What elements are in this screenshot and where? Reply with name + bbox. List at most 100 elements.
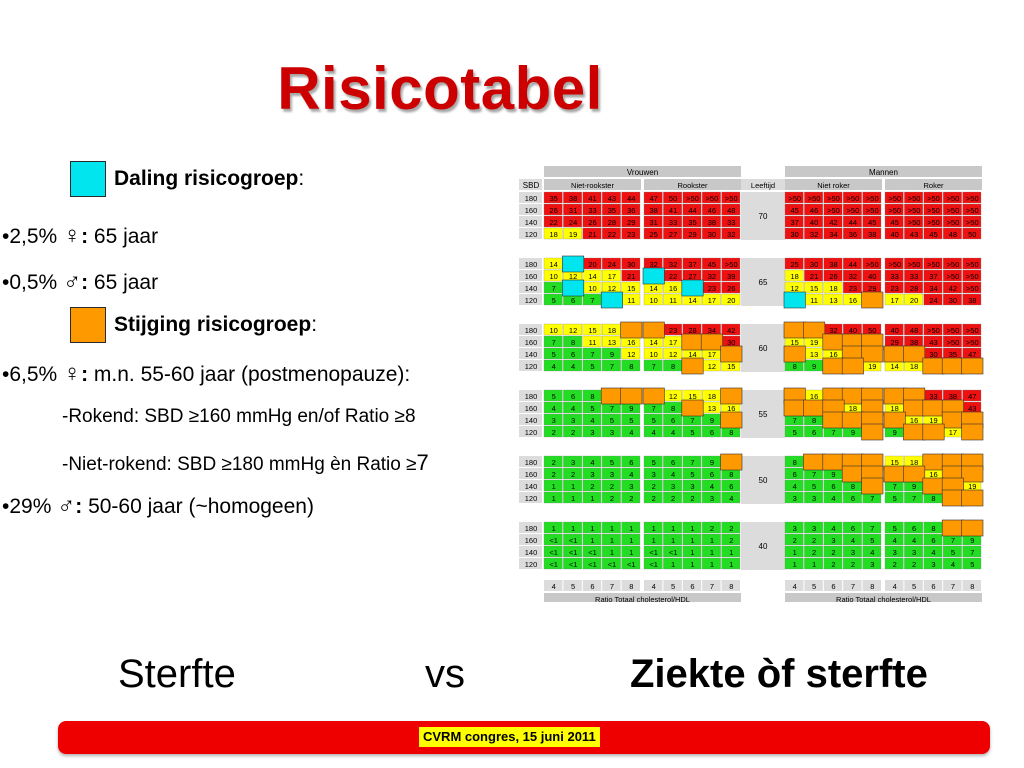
risk-cell	[702, 545, 721, 558]
risk-cell	[804, 215, 823, 228]
ratio-cell	[663, 580, 682, 591]
risk-cell	[721, 323, 741, 336]
risk-cell	[602, 479, 621, 492]
ratio-cell	[862, 580, 881, 591]
risk-cell	[721, 227, 741, 240]
age-cell	[741, 324, 785, 372]
risk-cell-value: 25	[791, 260, 799, 269]
risk-cell	[682, 533, 702, 546]
sbd-cell	[519, 402, 542, 413]
legend-increase-colon: :	[311, 313, 318, 336]
risk-cell-value: 7	[690, 416, 694, 425]
risk-cell-value: 10	[650, 296, 658, 305]
orange-marker	[720, 411, 743, 429]
risk-cell-value: 30	[949, 296, 957, 305]
risk-cell	[904, 557, 923, 570]
risk-cell-value: 1	[571, 482, 575, 491]
sbd-cell	[519, 204, 542, 215]
ratio-label: 7	[851, 582, 855, 591]
risk-cell	[923, 203, 943, 216]
female-symbol: ♀	[63, 360, 82, 387]
risk-cell-value: 1	[590, 524, 594, 533]
risk-cell-value: 14	[650, 284, 658, 293]
risk-cell-value: 19	[868, 362, 876, 371]
risk-cell-value: 6	[793, 470, 797, 479]
risk-cell	[543, 293, 563, 306]
risk-cell	[663, 347, 682, 360]
sbd-cell	[519, 522, 542, 533]
risk-cell	[621, 191, 641, 204]
risk-cell	[904, 203, 923, 216]
risk-cell	[543, 557, 563, 570]
orange-marker	[841, 465, 864, 483]
risk-cell-value: 1	[690, 560, 694, 569]
risk-cell	[543, 425, 563, 438]
group-header-cell	[785, 179, 882, 190]
risk-cell-value: 16	[929, 470, 937, 479]
sbd-cell	[519, 192, 542, 203]
sbd-label: 180	[525, 392, 538, 401]
risk-cell-value: 1	[729, 548, 733, 557]
risk-cell-value: 18	[849, 404, 857, 413]
risk-cell	[904, 491, 923, 504]
risk-cell-value: 5	[893, 524, 897, 533]
risk-cell	[602, 203, 621, 216]
risk-cell-value: 7	[552, 338, 556, 347]
risk-cell	[543, 533, 563, 546]
risk-cell-value: 38	[708, 218, 716, 227]
risk-cell-value: 6	[710, 470, 714, 479]
risk-cell	[804, 425, 823, 438]
orange-marker	[861, 291, 884, 309]
risk-cell-value: 43	[608, 194, 616, 203]
sbd-cell	[519, 294, 542, 305]
risk-cell-value: 2	[793, 536, 797, 545]
footer-label: CVRM congres, 15 juni 2011	[419, 727, 600, 747]
risk-cell-value: 44	[688, 206, 696, 215]
risk-cell-value: 35	[608, 206, 616, 215]
risk-cell-value: 41	[588, 194, 596, 203]
risk-cell	[923, 215, 943, 228]
risk-cell-value: 1	[610, 536, 614, 545]
orange-marker	[803, 321, 826, 339]
risk-cell	[682, 215, 702, 228]
risk-cell-value: 2	[610, 494, 614, 503]
risk-cell	[602, 545, 621, 558]
risk-cell	[643, 425, 663, 438]
cyan-marker	[642, 267, 665, 285]
risk-cell-value: 1	[610, 548, 614, 557]
risk-cell	[962, 293, 982, 306]
risk-cell	[721, 257, 741, 270]
risk-cell-value: 9	[812, 362, 816, 371]
header-men-label: Mannen	[869, 168, 898, 177]
sbd-label: 160	[525, 272, 538, 281]
risk-cell	[702, 269, 721, 282]
risk-table-svg: Vrouwen Mannen SBD Leeftijd Niet-rookster Roo…	[519, 166, 1024, 604]
risk-cell	[923, 191, 943, 204]
bullet-text: m.n. 55-60 jaar (postmenopauze):	[88, 363, 411, 386]
group-header-label: Niet roker	[817, 181, 850, 190]
risk-cell-value: 3	[671, 482, 675, 491]
ratio-label: 4	[893, 582, 897, 591]
risk-cell-value: <1	[549, 560, 558, 569]
risk-cell-value: 26	[829, 272, 837, 281]
group-header-label: Rookster	[677, 181, 708, 190]
risk-cell	[943, 203, 962, 216]
risk-cell	[582, 425, 602, 438]
risk-cell	[804, 281, 823, 294]
risk-cell	[862, 215, 882, 228]
risk-cell-value: 41	[669, 206, 677, 215]
orange-marker	[642, 387, 665, 405]
risk-cell-value: 7	[870, 494, 874, 503]
risk-cell	[682, 467, 702, 480]
risk-cell-value: 50	[669, 194, 677, 203]
risk-cell	[682, 479, 702, 492]
risk-cell-value: 34	[929, 284, 937, 293]
risk-cell-value: 35	[949, 350, 957, 359]
risk-cell-value: 11	[627, 296, 635, 305]
sbd-header-label: SBD	[523, 181, 540, 190]
risk-cell-value: 40	[891, 326, 899, 335]
risk-cell	[721, 293, 741, 306]
risk-cell	[602, 455, 621, 468]
risk-cell-value: 13	[708, 404, 716, 413]
risk-cell	[862, 545, 882, 558]
